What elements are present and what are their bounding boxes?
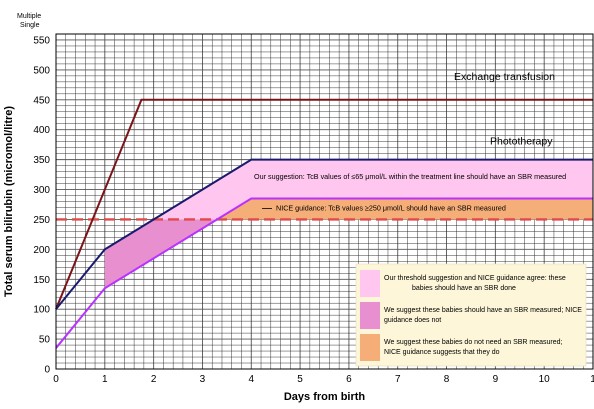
suggestion-note-box bbox=[250, 170, 584, 182]
y-tick-label: 500 bbox=[33, 65, 50, 76]
y-tick-label: 200 bbox=[33, 245, 50, 256]
x-tick-label: 10 bbox=[539, 374, 551, 385]
phototherapy-label: Phototherapy bbox=[490, 136, 553, 148]
legend-swatch bbox=[360, 302, 380, 329]
x-tick-label: 1 bbox=[590, 374, 594, 385]
suggestion-line bbox=[55, 197, 593, 349]
y-tick-label: 400 bbox=[33, 125, 50, 136]
y-tick-label: 300 bbox=[33, 185, 50, 196]
y-tick-label: 150 bbox=[33, 275, 50, 286]
y-tick-label: 100 bbox=[33, 305, 50, 316]
legend-swatch bbox=[360, 270, 380, 297]
exchange-transfusion-line bbox=[55, 98, 593, 310]
legend-item-text: babies should have an SBR done bbox=[412, 285, 516, 292]
y-tick-label: 350 bbox=[33, 155, 50, 166]
y-tick-label: 250 bbox=[33, 215, 50, 226]
legend-item-text: Our threshold suggestion and NICE guidan… bbox=[384, 275, 566, 282]
y-tick-label: 50 bbox=[39, 335, 51, 346]
legend-item-text: We suggest these babies do not need an S… bbox=[384, 339, 563, 346]
corner-label-single: Single bbox=[20, 22, 40, 29]
legend: Our threshold suggestion and NICE guidan… bbox=[355, 263, 587, 367]
y-tick-label: 0 bbox=[44, 365, 50, 376]
x-axis-title: Days from birth bbox=[284, 391, 366, 403]
legend-box bbox=[355, 263, 587, 367]
x-tick-label: 4 bbox=[248, 374, 254, 385]
legend-swatch bbox=[360, 334, 380, 361]
axes: 0 50 100 150 200 250 300 350 400 450 500 550 0 1 2 3 4 5 6… bbox=[3, 13, 594, 403]
chart-labels: Exchange transfusion Phototherapy Our sugg… bbox=[250, 71, 584, 214]
nice-note: NICE guidance: TcB values ≥250 μmol/L sh… bbox=[276, 203, 506, 212]
x-tick-label: 6 bbox=[346, 374, 352, 385]
legend-item-text: guidance does not bbox=[384, 317, 441, 324]
x-tick-label: 8 bbox=[444, 374, 450, 385]
phototherapy-line bbox=[55, 158, 593, 310]
x-tick-label: 0 bbox=[53, 374, 59, 385]
legend-item-text: NICE guidance suggests that they do bbox=[384, 349, 500, 356]
corner-label-multiple: Multiple bbox=[17, 13, 41, 20]
x-tick-label: 1 bbox=[102, 374, 108, 385]
x-tick-label: 9 bbox=[493, 374, 499, 385]
y-axis-title: Total serum bilirubin (micromol/litre) bbox=[3, 106, 15, 297]
y-tick-label: 450 bbox=[33, 95, 50, 106]
legend-item-text: We suggest these babies should have an S… bbox=[384, 307, 582, 314]
x-tick-label: 2 bbox=[151, 374, 157, 385]
suggestion-note: Our suggestion: TcB values of ≤65 μmol/L… bbox=[254, 172, 566, 181]
plot-frame bbox=[55, 33, 594, 370]
x-tick-label: 3 bbox=[200, 374, 206, 385]
nice-note-box bbox=[272, 202, 516, 214]
y-tick-label: 550 bbox=[33, 35, 50, 46]
threshold-lines bbox=[55, 98, 593, 349]
x-tick-label: 5 bbox=[297, 374, 303, 385]
exchange-transfusion-label: Exchange transfusion bbox=[454, 71, 555, 83]
x-tick-label: 7 bbox=[395, 374, 401, 385]
